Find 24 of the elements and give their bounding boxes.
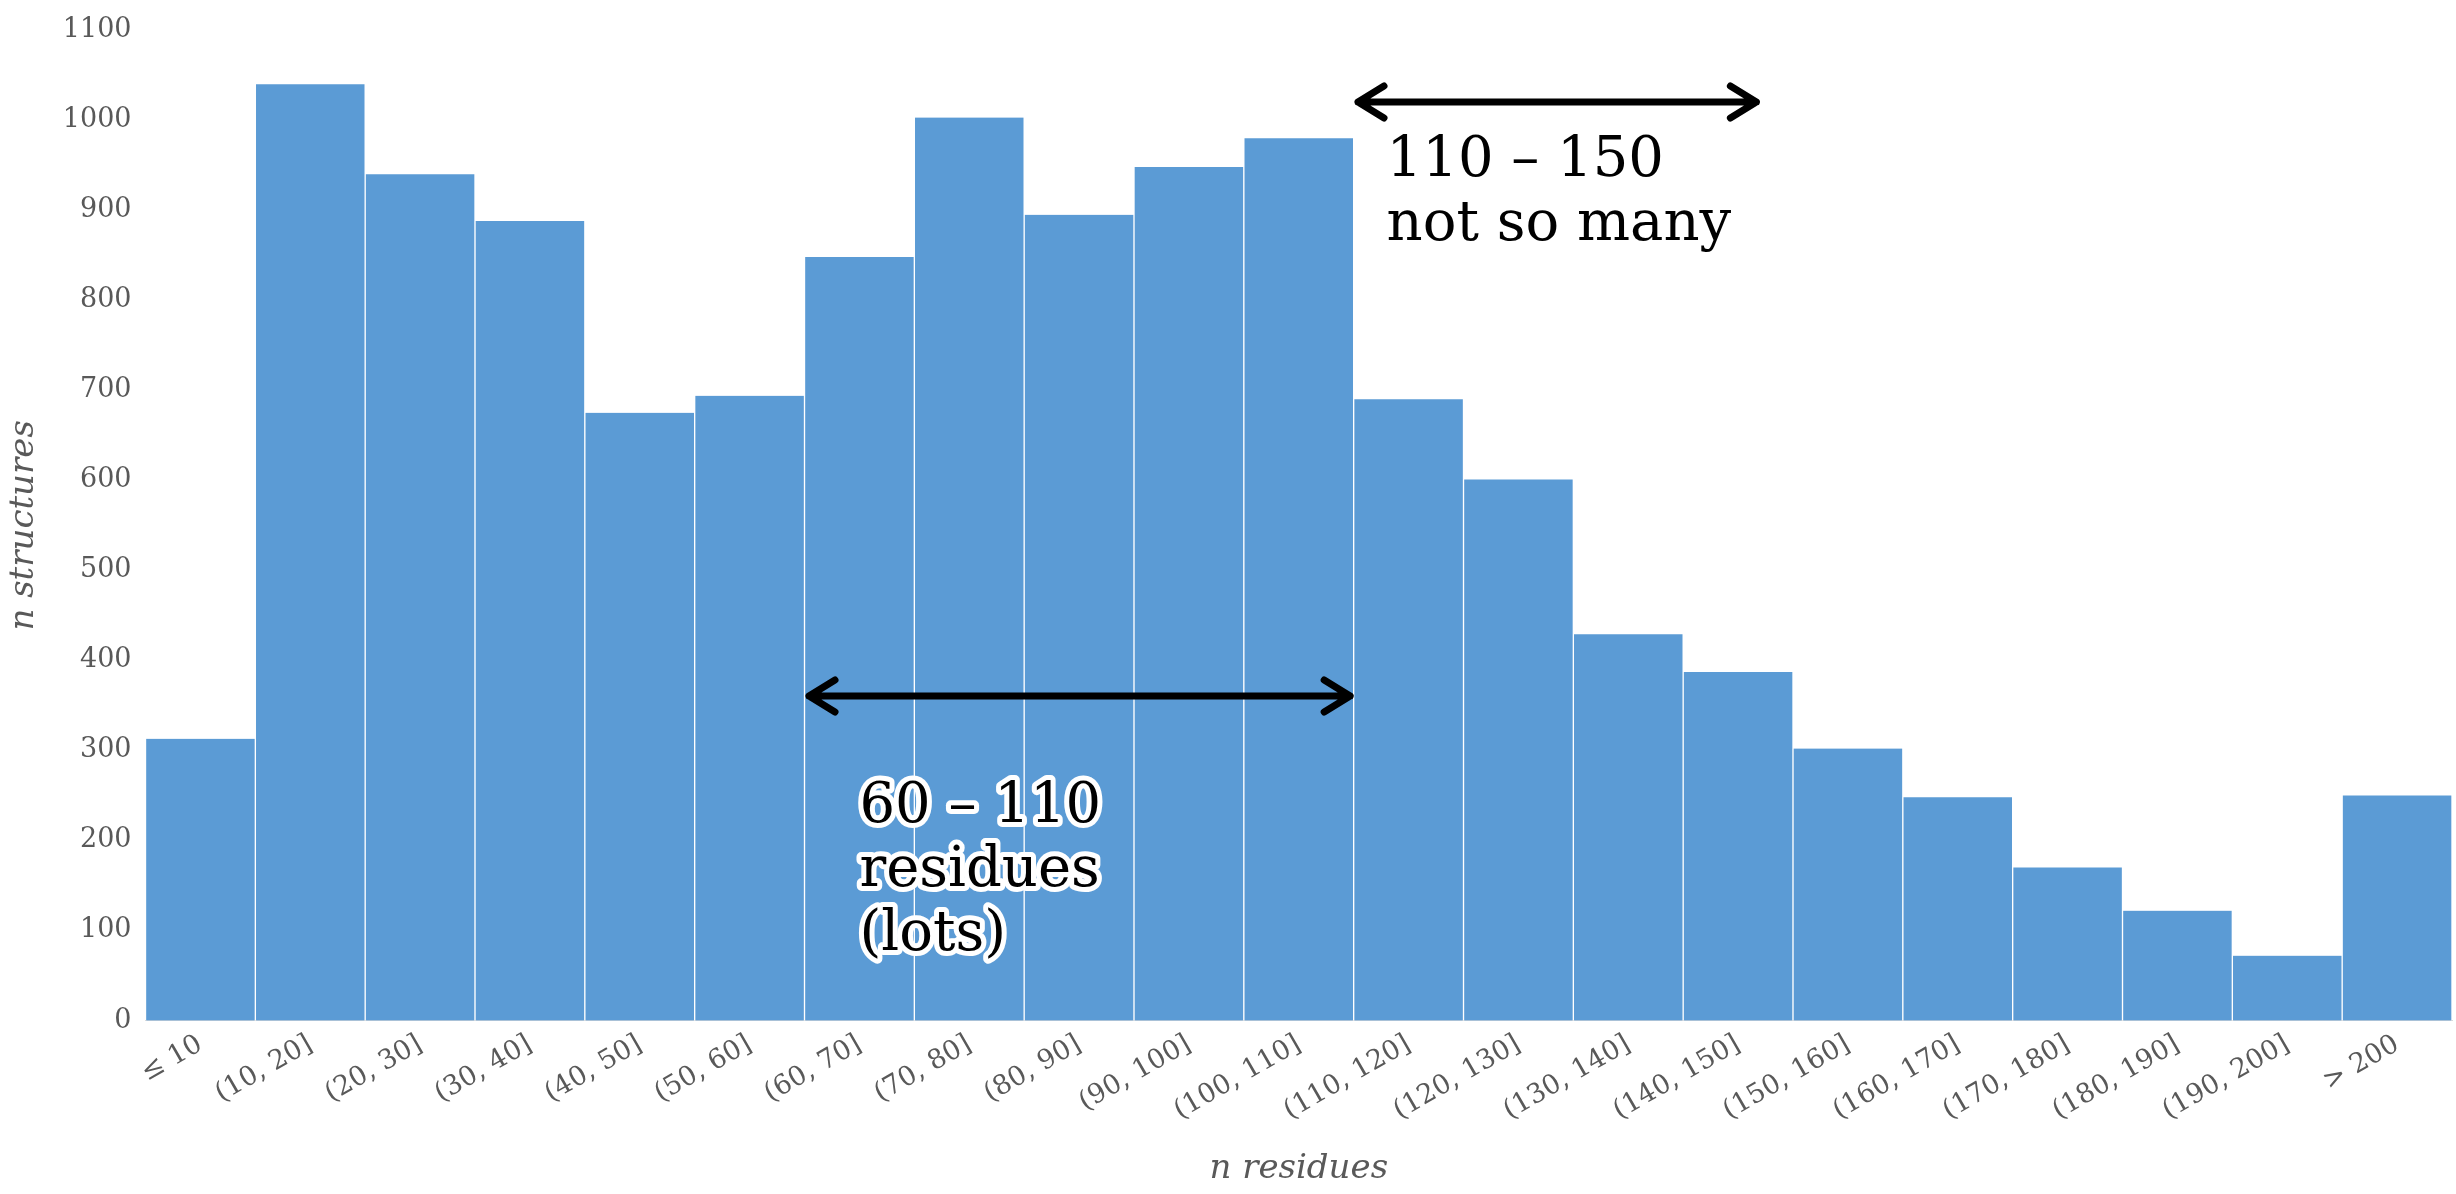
x-tick-label: (60, 70] — [757, 1026, 866, 1108]
x-tick-label: > 200 — [2316, 1026, 2404, 1096]
y-axis-title: n structures — [1, 420, 42, 631]
y-tick-label: 100 — [79, 912, 132, 944]
x-tick-label: (50, 60] — [648, 1026, 757, 1108]
x-tick-label: (10, 20] — [208, 1026, 317, 1108]
x-tick-label: ≤ 10 — [134, 1026, 207, 1087]
y-tick-label: 0 — [114, 1002, 132, 1034]
y-tick-label: 1100 — [62, 12, 132, 44]
y-tick-label: 400 — [79, 642, 132, 674]
x-tick-label: (30, 40] — [428, 1026, 537, 1108]
x-axis-title: n residues — [1209, 1146, 1389, 1187]
annotation: 110 – 150 not so many — [1386, 124, 1732, 254]
x-tick-label: (70, 80] — [867, 1026, 976, 1108]
x-tick-label: (20, 30] — [318, 1026, 427, 1108]
y-tick-label: 200 — [79, 822, 132, 854]
x-tick-label: (40, 50] — [538, 1026, 647, 1108]
y-tick-label: 900 — [79, 192, 132, 224]
y-tick-label: 600 — [79, 462, 132, 494]
y-tick-label: 1000 — [62, 102, 132, 134]
y-tick-label: 500 — [79, 552, 132, 584]
y-tick-label: 800 — [79, 282, 132, 314]
y-tick-label: 700 — [79, 372, 132, 404]
y-tick-label: 300 — [79, 732, 132, 764]
